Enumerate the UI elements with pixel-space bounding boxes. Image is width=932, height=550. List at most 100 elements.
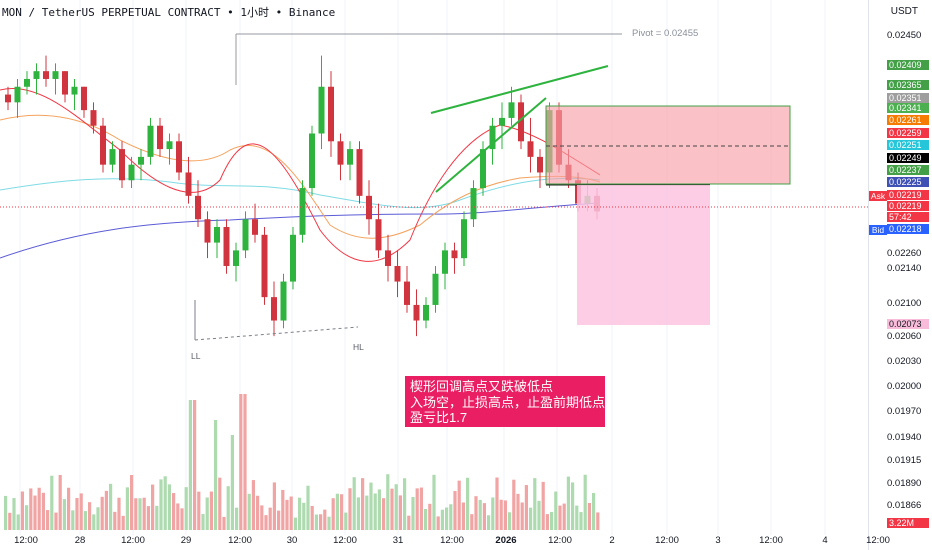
volume-bar (373, 493, 377, 530)
annotation-line-2: 入场空，止损高点，止盈前期低点 (410, 394, 606, 410)
volume-bar (37, 487, 41, 530)
volume-bar (327, 516, 331, 530)
candle (109, 141, 116, 173)
candle (252, 203, 258, 243)
price-tick: 0.02100 (887, 298, 922, 309)
volume-bar (222, 516, 226, 530)
volume-bar (4, 495, 8, 530)
volume-bar (386, 474, 390, 530)
volume-bar (310, 505, 314, 530)
trade-annotation[interactable]: 楔形回调高点又跌破低点 入场空，止损高点，止盈前期低点 盈亏比1.7 (405, 376, 605, 427)
volume-bar (268, 507, 272, 530)
volume-bar (298, 497, 302, 530)
time-tick: 12:00 (228, 535, 252, 546)
candle (119, 141, 125, 189)
price-label: 0.02237 (887, 165, 929, 175)
volume-bar (440, 509, 444, 530)
volume-bar (377, 489, 381, 530)
candle (233, 242, 239, 282)
candle (52, 63, 59, 95)
volume-bar (214, 420, 218, 530)
candle (499, 102, 505, 150)
candle (318, 55, 325, 150)
volume-bar (369, 482, 373, 530)
candle (157, 117, 163, 157)
volume-bar (239, 394, 243, 530)
volume-bar (8, 512, 12, 530)
volume-bar (260, 505, 264, 530)
volume-bar (596, 512, 600, 530)
volume-bar (121, 515, 125, 530)
price-label: 3.22M (887, 518, 929, 528)
volume-bar (92, 514, 96, 530)
volume-bar (176, 503, 180, 530)
volume-bar (407, 515, 411, 530)
volume-bar (482, 503, 486, 530)
time-tick: 2026 (495, 535, 517, 546)
volume-bar (54, 512, 58, 530)
price-tick: 0.01940 (887, 432, 922, 443)
candle (375, 203, 382, 259)
volume-bar (134, 498, 138, 530)
candle (347, 141, 353, 181)
volume-bar (491, 497, 495, 530)
candles (5, 55, 600, 337)
volume-bar (226, 486, 230, 530)
volume-bar (415, 488, 419, 530)
price-tick: 0.02260 (887, 248, 922, 259)
candle (508, 86, 515, 126)
volume-bar (319, 514, 323, 530)
volume-bar (201, 513, 205, 530)
volume-bar (264, 515, 268, 530)
price-label: 0.02219 (887, 190, 929, 200)
price-tick: 0.02030 (887, 356, 922, 367)
candle (43, 55, 49, 87)
volume-bar (29, 488, 33, 530)
price-label: 0.02218 (887, 224, 929, 234)
volume-bar (424, 508, 428, 530)
candle (404, 265, 410, 313)
time-tick: 12:00 (655, 535, 679, 546)
time-tick: 12:00 (866, 535, 890, 546)
volume-bar (390, 488, 394, 530)
volume-bar (285, 499, 289, 530)
price-tick: 0.02450 (887, 30, 922, 41)
volume-bar (436, 516, 440, 530)
volume-bar (478, 499, 482, 530)
volume-bar (71, 510, 75, 530)
volume-bar (474, 496, 478, 530)
volume-bar (172, 493, 176, 530)
volume-bar (193, 400, 197, 530)
price-label: 0.02249 (887, 153, 929, 163)
volume-bar (151, 484, 155, 530)
price-tick: 0.01866 (887, 500, 922, 511)
volume-bar (83, 511, 87, 530)
candle (309, 125, 315, 196)
price-axis[interactable]: 0.02450 0.02260 0.02140 0.02100 0.02060 … (868, 0, 932, 550)
candle (71, 78, 78, 111)
volume-bar (323, 509, 327, 530)
volume-bar (457, 480, 461, 530)
volume-bar (88, 502, 92, 530)
candlestick-chart[interactable] (0, 0, 868, 535)
volume-bar (209, 491, 213, 530)
volume-bar (550, 511, 554, 530)
volume-bar (302, 502, 306, 530)
volume-bar (587, 502, 591, 530)
volume-bar (571, 482, 575, 530)
candle (413, 289, 420, 337)
volume-bar (382, 498, 386, 530)
take-profit-zone (577, 185, 710, 325)
volume-bar (138, 498, 142, 530)
volume-bar (33, 495, 37, 530)
candle (394, 250, 401, 298)
price-tick: 0.01890 (887, 478, 922, 489)
candle (138, 149, 144, 181)
candle (24, 71, 30, 95)
time-tick: 2 (609, 535, 615, 546)
ma-blue-line (0, 202, 601, 259)
chart-header: MON / TetherUS PERPETUAL CONTRACT • 1小时 … (2, 6, 336, 19)
volume-bar (562, 503, 566, 530)
price-label: 0.02351 (887, 93, 929, 103)
volume-bar (558, 505, 562, 530)
